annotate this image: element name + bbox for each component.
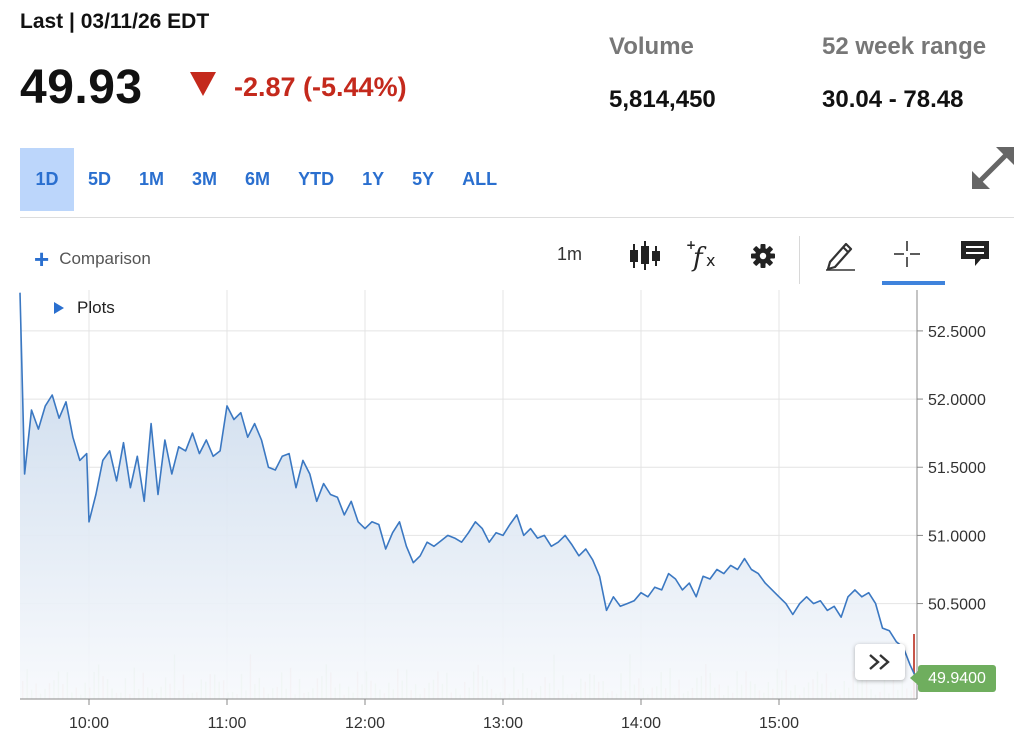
candlestick-icon[interactable] [628, 240, 662, 272]
time-range-tabs: 1D 5D 1M 3M 6M YTD 1Y 5Y ALL [20, 148, 511, 211]
tab-5y[interactable]: 5Y [412, 169, 435, 189]
gear-icon[interactable] [750, 243, 776, 269]
comment-icon[interactable] [960, 240, 990, 268]
tab-5d[interactable]: 5D [88, 169, 112, 189]
volume-bar [913, 634, 915, 699]
tab-all[interactable]: ALL [462, 169, 498, 189]
plots-label: Plots [77, 298, 115, 317]
tab-ytd[interactable]: YTD [298, 169, 335, 189]
crosshair-icon[interactable] [892, 239, 922, 269]
x-tick-label: 13:00 [483, 715, 523, 732]
svg-text:+: + [686, 238, 696, 252]
tab-6m[interactable]: 6M [245, 169, 271, 189]
tab-3m[interactable]: 3M [192, 169, 218, 189]
tab-1m[interactable]: 1M [139, 169, 165, 189]
tab-1d[interactable]: 1D [20, 148, 74, 211]
volume-label: Volume [609, 33, 694, 60]
toolbar-separator [799, 236, 800, 284]
price-area [20, 292, 917, 699]
last-price: 49.93 [20, 61, 143, 114]
active-tool-indicator [882, 281, 945, 285]
header-divider [20, 217, 1014, 218]
last-price-badge: 49.9400 [910, 665, 996, 692]
x-axis-ticks: 10:00 11:00 12:00 13:00 14:00 15:00 [69, 699, 799, 732]
price-change: -2.87 (-5.44%) [234, 72, 407, 102]
x-tick-label: 10:00 [69, 715, 109, 732]
down-arrow-icon [190, 72, 216, 96]
svg-text:f: f [691, 243, 707, 273]
x-tick-label: 12:00 [345, 715, 385, 732]
y-tick-label: 50.5000 [928, 597, 986, 614]
expand-icon[interactable] [970, 145, 1016, 191]
x-tick-label: 11:00 [208, 715, 247, 732]
double-chevron-right-icon [869, 654, 890, 670]
plots-toggle[interactable]: Plots [54, 298, 115, 318]
price-line [19, 292, 918, 681]
volume-value: 5,814,450 [609, 86, 716, 113]
svg-text:x: x [706, 251, 715, 270]
price-chart[interactable]: 52.5000 52.0000 51.5000 51.0000 50.5000 10:0… [0, 286, 1024, 740]
comparison-label: Comparison [59, 249, 151, 268]
52-week-range-label: 52 week range [822, 33, 987, 60]
tab-1y[interactable]: 1Y [362, 169, 385, 189]
comparison-button[interactable]: + Comparison [34, 244, 151, 274]
y-tick-label: 52.5000 [928, 324, 986, 341]
y-tick-label: 51.5000 [928, 460, 986, 477]
scroll-to-latest-button[interactable] [855, 644, 905, 680]
plus-icon: + [34, 244, 50, 274]
x-tick-label: 14:00 [621, 715, 661, 732]
y-tick-label: 52.0000 [928, 392, 986, 409]
last-trade-label: Last | 03/11/26 EDT [20, 10, 210, 33]
x-tick-label: 15:00 [759, 715, 799, 732]
pencil-icon[interactable] [822, 236, 858, 272]
y-axis-ticks: 52.5000 52.0000 51.5000 51.0000 50.5000 [917, 324, 986, 614]
triangle-right-icon [54, 302, 64, 314]
y-tick-label: 51.0000 [928, 528, 986, 545]
function-icon[interactable]: + f x [686, 237, 720, 273]
interval-selector[interactable]: 1m [557, 244, 583, 264]
52-week-range-value: 30.04 - 78.48 [822, 86, 964, 113]
